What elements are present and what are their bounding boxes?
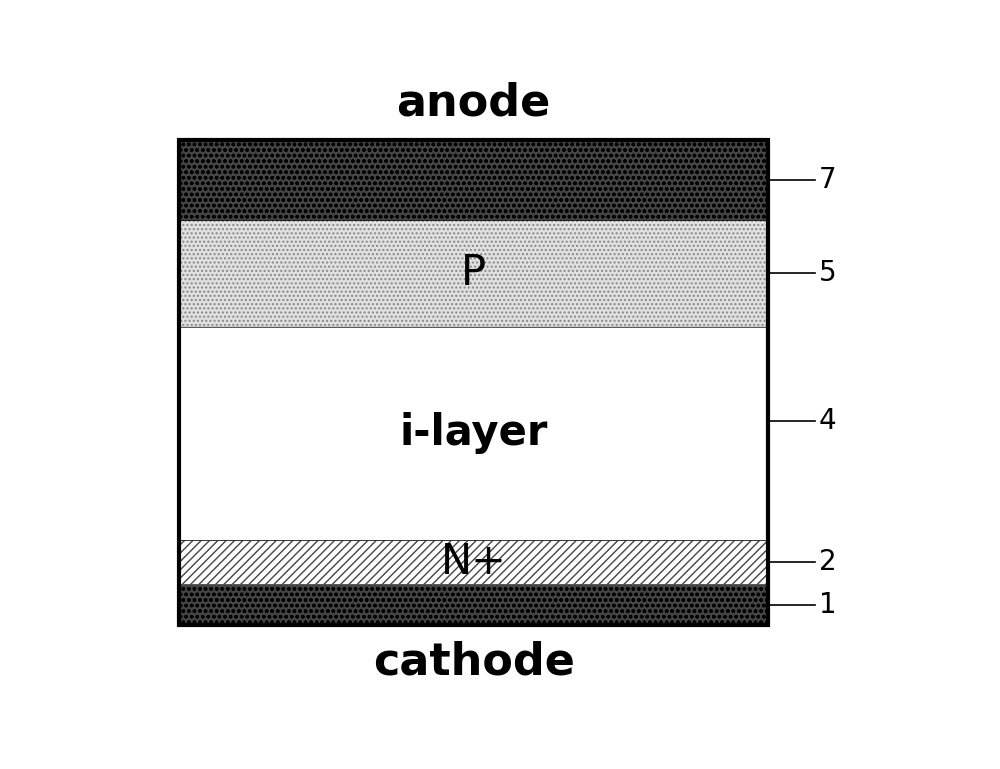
Text: cathode: cathode xyxy=(373,640,575,683)
Text: N+: N+ xyxy=(441,541,507,583)
Text: anode: anode xyxy=(397,82,551,125)
Bar xyxy=(179,220,768,327)
Bar xyxy=(179,327,768,541)
Text: 1: 1 xyxy=(819,591,836,619)
Bar xyxy=(179,140,768,220)
Text: i-layer: i-layer xyxy=(400,412,548,454)
Text: 5: 5 xyxy=(819,259,836,287)
Bar xyxy=(179,541,768,584)
Text: 7: 7 xyxy=(819,166,836,194)
Bar xyxy=(179,140,768,625)
Text: 2: 2 xyxy=(819,548,836,576)
Bar xyxy=(179,584,768,625)
Text: P: P xyxy=(461,252,486,295)
Text: 4: 4 xyxy=(819,408,836,435)
